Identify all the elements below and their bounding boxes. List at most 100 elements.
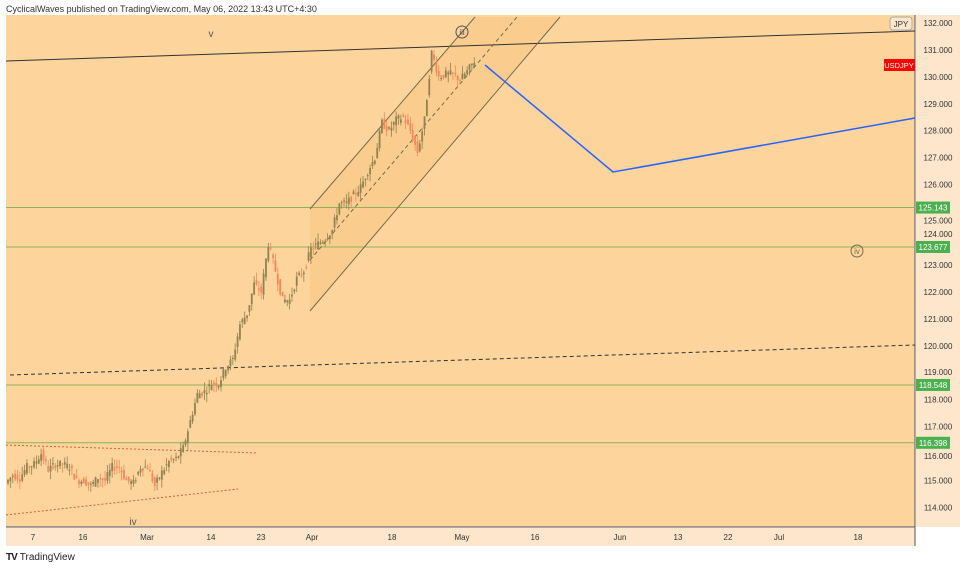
candle-body (66, 463, 69, 469)
candle-body (125, 478, 128, 481)
price-axis[interactable] (916, 15, 960, 527)
candle-body (272, 254, 274, 258)
price-tick: 128.000 (924, 127, 953, 136)
price-tick: 124.000 (924, 230, 953, 239)
candle-body (227, 366, 229, 371)
candle-body (71, 465, 73, 469)
candle-body (94, 477, 97, 487)
channel-median[interactable] (309, 16, 518, 261)
tradingview-logo-icon: TV (6, 552, 18, 563)
candle-body (286, 300, 289, 303)
triangle-lower[interactable] (5, 488, 239, 516)
candle-body (321, 242, 324, 244)
candle-body (383, 118, 386, 129)
candle-body (163, 469, 166, 475)
candle-body (253, 282, 256, 295)
candle-body (111, 462, 114, 472)
candle-body (338, 203, 341, 215)
candle-body (371, 161, 374, 167)
candle-body (168, 460, 170, 467)
candle-body (284, 299, 286, 303)
candle-body (85, 479, 87, 486)
candle-body (42, 449, 45, 461)
dashed-trendline[interactable] (9, 344, 916, 376)
candles[interactable] (7, 49, 476, 492)
price-tick: 123.000 (924, 261, 953, 270)
candle-body (63, 462, 66, 465)
candle-body (463, 73, 466, 78)
projection-path[interactable] (484, 64, 916, 173)
channel-lower[interactable] (309, 16, 561, 312)
candle-body (376, 147, 379, 159)
candle-body (257, 288, 260, 291)
candle-body (149, 469, 151, 472)
candle-body (26, 463, 28, 474)
time-axis[interactable] (6, 528, 915, 546)
candle-body (47, 466, 50, 472)
candle-body (30, 466, 33, 468)
candle-body (449, 70, 452, 75)
candle-body (35, 461, 38, 464)
candle-body (305, 266, 308, 268)
candle-body (194, 403, 196, 415)
candle-body (473, 62, 476, 68)
candle-body (146, 467, 149, 470)
wave-label-iv: iv (129, 517, 136, 528)
candle-body (49, 465, 52, 472)
candle-body (189, 420, 192, 428)
candle-body (260, 286, 263, 293)
candle-body (97, 479, 99, 483)
candle-body (23, 470, 26, 475)
candle-body (355, 192, 357, 195)
candle-body (40, 454, 43, 461)
candle-body (255, 280, 258, 285)
candle-body (14, 473, 16, 480)
candle-body (426, 100, 428, 117)
candle-body (397, 115, 400, 119)
candle-body (196, 393, 199, 403)
candle-body (381, 119, 383, 134)
candle-body (302, 272, 305, 275)
candle-body (203, 390, 206, 394)
candle-body (108, 469, 111, 476)
candle-body (172, 459, 175, 461)
currency-badge[interactable] (889, 16, 913, 31)
candle-body (433, 54, 435, 60)
wave-circle-iv (850, 244, 864, 258)
candle-body (179, 448, 182, 457)
candle-body (132, 479, 135, 484)
candle-body (186, 431, 189, 443)
candle-body (456, 75, 459, 81)
candle-body (250, 293, 253, 305)
candle-body (407, 119, 409, 125)
candle-body (210, 385, 213, 391)
wave-label-iii: iii (459, 28, 465, 37)
channel-upper[interactable] (309, 16, 476, 210)
candle-body (177, 456, 180, 458)
price-tick: 118.000 (924, 396, 953, 405)
candle-body (345, 201, 348, 203)
time-tick: 13 (674, 533, 683, 542)
candle-body (106, 472, 109, 481)
candle-body (331, 230, 334, 235)
candle-body (388, 127, 390, 129)
candle-body (466, 70, 469, 75)
candle-body (239, 324, 241, 340)
level-label: 125.143 (919, 204, 948, 213)
candle-body (402, 115, 405, 117)
candle-body (454, 72, 457, 75)
candle-body (392, 121, 395, 125)
candle-body (440, 78, 442, 80)
candle-body (357, 192, 360, 196)
candle-body (215, 382, 218, 387)
time-tick: Mar (140, 533, 154, 542)
candle-body (156, 477, 158, 483)
candle-body (276, 273, 279, 285)
candle-body (279, 279, 282, 295)
resistance-trendline[interactable] (5, 30, 916, 62)
candle-body (92, 481, 95, 485)
tradingview-brand[interactable]: TV TradingView (6, 552, 75, 563)
candle-body (300, 274, 303, 276)
wave-circle-iii (455, 25, 469, 39)
